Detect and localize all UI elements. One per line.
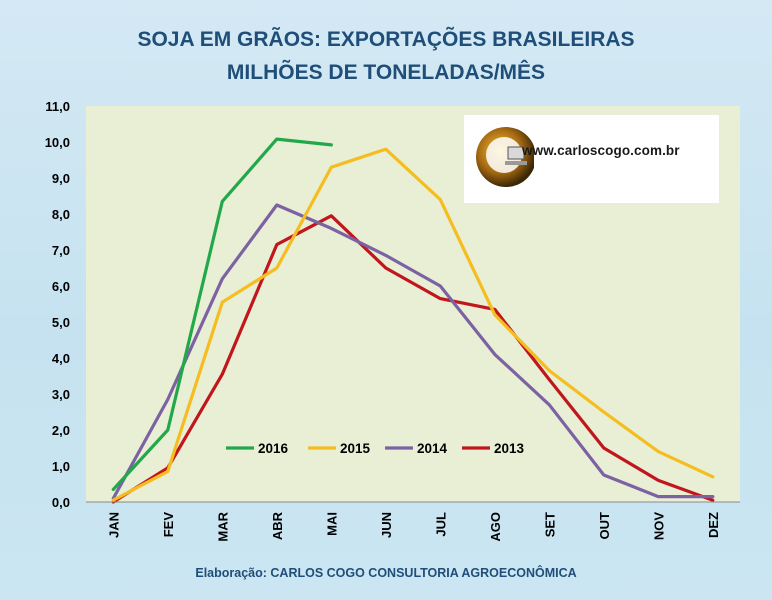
y-tick-label: 5,0 xyxy=(52,315,70,330)
chart-title-line-1: SOJA EM GRÃOS: EXPORTAÇÕES BRASILEIRAS xyxy=(137,28,635,51)
logo-box: www.carloscogo.com.br xyxy=(464,115,719,203)
y-axis-ticks: 0,0 1,0 2,0 3,0 4,0 5,0 6,0 7,0 8,0 9,0 10,0 11,0 xyxy=(45,99,70,510)
legend-label-2016: 2016 xyxy=(258,441,289,456)
legend: 2016 2015 2014 2013 xyxy=(226,441,525,456)
y-tick-label: 10,0 xyxy=(45,135,70,150)
series-line-2014 xyxy=(111,203,715,500)
chart-title-line-2: MILHÕES DE TONELADAS/MÊS xyxy=(226,61,546,84)
y-tick-label: 3,0 xyxy=(52,387,70,402)
x-tick-label: JUL xyxy=(433,512,448,537)
x-tick-label: NOV xyxy=(651,512,666,541)
series-line-2015 xyxy=(111,147,715,502)
series-line-2013 xyxy=(111,214,715,504)
logo-url-text: www.carloscogo.com.br xyxy=(522,143,680,158)
x-tick-label: DEZ xyxy=(706,512,721,538)
x-tick-label: JAN xyxy=(106,512,121,538)
series-line-2016 xyxy=(111,137,333,491)
y-tick-label: 11,0 xyxy=(45,99,70,114)
x-tick-label: AGO xyxy=(488,512,503,542)
x-tick-label: FEV xyxy=(161,512,176,538)
x-tick-label: MAR xyxy=(215,511,230,541)
y-tick-label: 0,0 xyxy=(52,495,70,510)
legend-label-2015: 2015 xyxy=(340,441,371,456)
x-tick-label: SET xyxy=(542,512,557,537)
credit-line: Elaboração: CARLOS COGO CONSULTORIA AGRO… xyxy=(195,566,577,580)
y-tick-label: 6,0 xyxy=(52,279,70,294)
globe-computer-logo-icon xyxy=(476,127,534,187)
legend-label-2014: 2014 xyxy=(417,441,448,456)
legend-label-2013: 2013 xyxy=(494,441,525,456)
y-tick-label: 2,0 xyxy=(52,423,70,438)
y-tick-label: 7,0 xyxy=(52,243,70,258)
y-tick-label: 9,0 xyxy=(52,171,70,186)
x-tick-label: JUN xyxy=(379,512,394,538)
x-tick-label: MAI xyxy=(324,512,339,536)
x-tick-label: ABR xyxy=(270,511,285,540)
series-lines xyxy=(111,137,715,504)
x-axis-ticks: JAN FEV MAR ABR MAI JUN JUL AGO SET OUT NOV DEZ xyxy=(106,511,721,541)
y-tick-label: 8,0 xyxy=(52,207,70,222)
y-tick-label: 1,0 xyxy=(52,459,70,474)
y-tick-label: 4,0 xyxy=(52,351,70,366)
x-tick-label: OUT xyxy=(597,512,612,540)
